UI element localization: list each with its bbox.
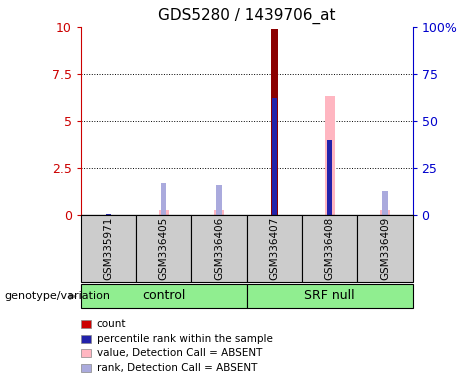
Bar xyxy=(247,283,413,308)
Text: control: control xyxy=(142,289,185,302)
Text: GSM336406: GSM336406 xyxy=(214,217,224,280)
Bar xyxy=(271,29,278,215)
Bar xyxy=(216,185,222,215)
Text: SRF null: SRF null xyxy=(304,289,355,302)
Bar xyxy=(81,215,136,282)
Text: rank, Detection Call = ABSENT: rank, Detection Call = ABSENT xyxy=(97,363,257,373)
Bar xyxy=(247,215,302,282)
Text: percentile rank within the sample: percentile rank within the sample xyxy=(97,334,273,344)
Text: GSM336407: GSM336407 xyxy=(269,217,279,280)
Bar xyxy=(159,210,169,215)
Text: GSM335971: GSM335971 xyxy=(103,217,113,280)
Bar xyxy=(161,183,166,215)
Bar xyxy=(302,215,357,282)
Bar xyxy=(380,210,390,215)
Text: GSM336405: GSM336405 xyxy=(159,217,169,280)
Text: count: count xyxy=(97,319,126,329)
Bar xyxy=(214,210,224,215)
Bar xyxy=(136,215,191,282)
Bar xyxy=(191,215,247,282)
Text: GSM336408: GSM336408 xyxy=(325,217,335,280)
Text: GSM336409: GSM336409 xyxy=(380,217,390,280)
Bar xyxy=(325,96,335,215)
Bar xyxy=(357,215,413,282)
Bar xyxy=(272,98,277,215)
Title: GDS5280 / 1439706_at: GDS5280 / 1439706_at xyxy=(158,8,336,24)
Text: value, Detection Call = ABSENT: value, Detection Call = ABSENT xyxy=(97,348,262,358)
Text: genotype/variation: genotype/variation xyxy=(5,291,111,301)
Bar xyxy=(327,140,332,215)
Bar xyxy=(382,190,388,215)
Bar xyxy=(81,283,247,308)
